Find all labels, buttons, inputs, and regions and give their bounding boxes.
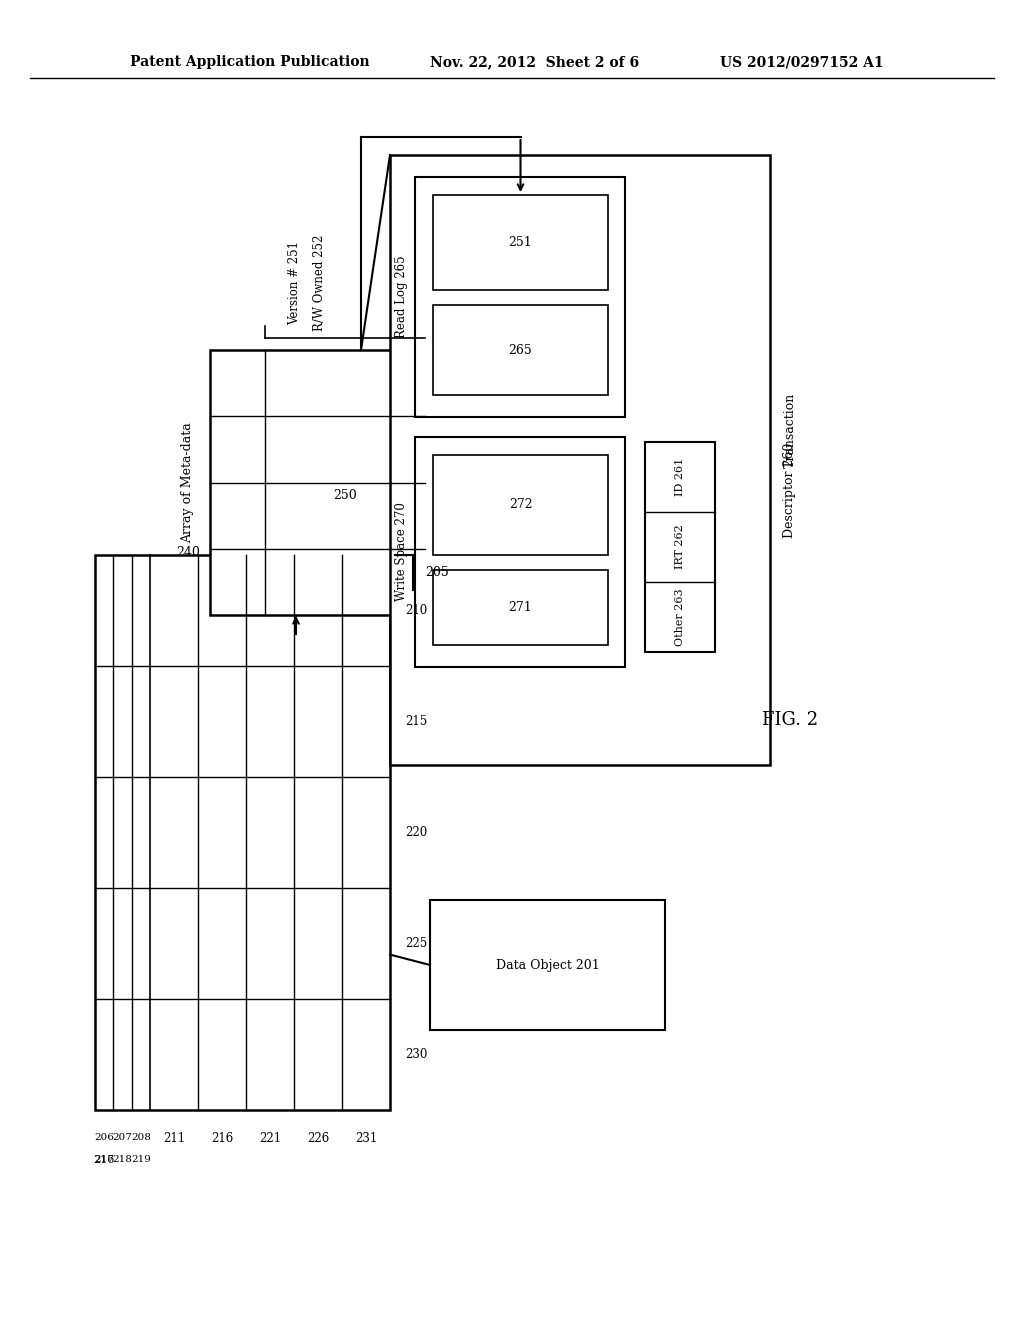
Text: 210: 210	[406, 605, 427, 616]
Text: 250: 250	[333, 490, 357, 502]
Text: R/W Owned 252: R/W Owned 252	[313, 235, 327, 331]
Text: 205: 205	[425, 566, 449, 579]
Text: 207: 207	[113, 1134, 132, 1143]
Bar	[433, 305, 608, 395]
Text: 271: 271	[509, 601, 532, 614]
Text: 220: 220	[406, 826, 427, 840]
Text: 272: 272	[509, 499, 532, 511]
Text: 218: 218	[113, 1155, 132, 1164]
Text: Data Object 201: Data Object 201	[496, 958, 599, 972]
Text: Nov. 22, 2012  Sheet 2 of 6: Nov. 22, 2012 Sheet 2 of 6	[430, 55, 639, 69]
Text: 231: 231	[355, 1131, 377, 1144]
Text: 208: 208	[131, 1134, 151, 1143]
Text: IRT 262: IRT 262	[675, 524, 685, 569]
Bar	[390, 154, 770, 766]
Bar	[430, 900, 665, 1030]
Text: Array of Meta-data: Array of Meta-data	[181, 422, 195, 543]
Text: 217: 217	[94, 1155, 114, 1164]
Text: 216: 216	[93, 1155, 115, 1166]
Text: 230: 230	[406, 1048, 427, 1061]
Text: 265: 265	[509, 343, 532, 356]
Text: 221: 221	[259, 1131, 281, 1144]
Text: US 2012/0297152 A1: US 2012/0297152 A1	[720, 55, 884, 69]
Text: Other 263: Other 263	[675, 589, 685, 645]
Text: 206: 206	[94, 1134, 114, 1143]
Bar	[433, 570, 608, 645]
Text: 219: 219	[131, 1155, 151, 1164]
Bar	[433, 195, 608, 290]
Text: 211: 211	[163, 1131, 185, 1144]
Text: FIG. 2: FIG. 2	[762, 711, 818, 729]
Text: Version # 251: Version # 251	[289, 242, 301, 325]
Text: 240: 240	[176, 546, 200, 558]
Bar	[95, 554, 390, 1110]
Bar	[210, 350, 425, 615]
Text: 251: 251	[509, 236, 532, 249]
Text: 216: 216	[211, 1131, 233, 1144]
Bar	[415, 177, 625, 417]
Text: Descriptor 260: Descriptor 260	[783, 442, 797, 537]
Text: Read Log 265: Read Log 265	[394, 256, 408, 338]
Bar	[433, 455, 608, 554]
Text: 215: 215	[406, 715, 427, 729]
Text: Patent Application Publication: Patent Application Publication	[130, 55, 370, 69]
Text: Write Space 270: Write Space 270	[394, 503, 408, 602]
Text: Transaction: Transaction	[783, 392, 797, 467]
Text: ID 261: ID 261	[675, 458, 685, 496]
Bar	[415, 437, 625, 667]
Bar	[645, 442, 715, 652]
Text: 226: 226	[307, 1131, 329, 1144]
Text: 225: 225	[406, 937, 427, 950]
